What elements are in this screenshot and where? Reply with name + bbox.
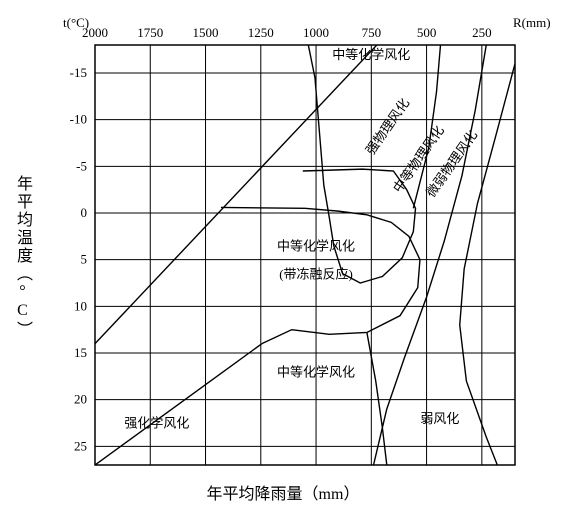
region-label: 中等化学风化 — [277, 238, 355, 253]
x-tick-label: 500 — [417, 25, 437, 40]
y-tick-label: 15 — [74, 345, 87, 360]
y-tick-label: -5 — [76, 158, 87, 173]
curve-diag1 — [95, 45, 377, 344]
y-tick-label: -10 — [70, 112, 87, 127]
region-label: 强物理风化 — [363, 95, 413, 157]
y-tick-label: 5 — [81, 252, 88, 267]
y-tick-label: 10 — [74, 298, 87, 313]
y-tick-label: 25 — [74, 438, 87, 453]
y-axis-title: 年平均温度（°C） — [10, 175, 34, 339]
plot-frame — [95, 45, 515, 465]
region-label: 中等化学风化 — [277, 364, 355, 379]
y-tick-label: 20 — [74, 392, 87, 407]
x-tick-label: 1500 — [193, 25, 219, 40]
curve-right-arc3 — [460, 64, 515, 465]
weathering-chart: 年平均温度（°C） 年平均降雨量（mm） 2000175015001250100… — [10, 10, 556, 504]
x-tick-label: 250 — [472, 25, 492, 40]
x-tick-label: 1000 — [303, 25, 329, 40]
chart-svg: 20001750150012501000750500250-15-10-5051… — [10, 10, 556, 504]
x-tick-label: 1750 — [137, 25, 163, 40]
y-tick-label: -15 — [70, 65, 87, 80]
region-label: 强化学风化 — [124, 416, 189, 431]
x-axis-title: 年平均降雨量（mm） — [207, 480, 360, 504]
x-tick-label: 750 — [362, 25, 382, 40]
t-label: t(°C) — [63, 15, 89, 30]
region-label: (带冻融反应) — [279, 266, 353, 281]
curve-sep-mid — [367, 332, 387, 465]
region-label: 弱风化 — [420, 411, 459, 426]
y-tick-label: 0 — [81, 205, 88, 220]
x-tick-label: 1250 — [248, 25, 274, 40]
region-label: 中等化学风化 — [332, 47, 410, 62]
r-label: R(mm) — [513, 15, 551, 30]
